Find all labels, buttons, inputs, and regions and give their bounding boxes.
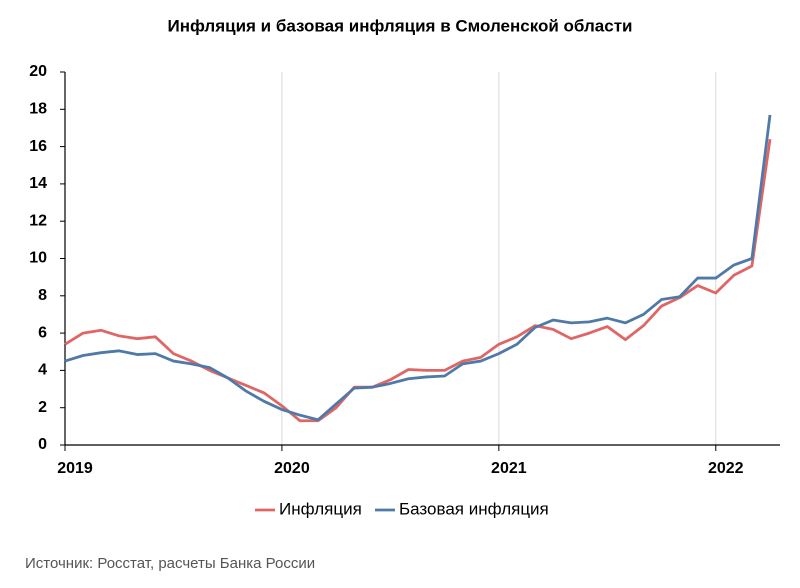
y-tick-label: 2 — [38, 399, 47, 416]
y-tick-label: 16 — [29, 138, 47, 155]
y-tick-label: 20 — [29, 63, 47, 80]
x-tick-label: 2021 — [491, 460, 527, 477]
y-tick-label: 12 — [29, 212, 47, 229]
x-tick-label: 2020 — [274, 460, 310, 477]
legend-label: Инфляция — [279, 499, 362, 518]
legend-label: Базовая инфляция — [399, 499, 549, 518]
y-tick-label: 10 — [29, 250, 47, 267]
chart-title: Инфляция и базовая инфляция в Смоленской… — [167, 16, 632, 35]
y-tick-label: 0 — [38, 436, 47, 453]
y-tick-label: 14 — [29, 175, 47, 192]
y-tick-label: 6 — [38, 324, 47, 341]
x-tick-label: 2022 — [708, 460, 744, 477]
y-tick-label: 8 — [38, 287, 47, 304]
series-line — [64, 138, 772, 423]
y-tick-label: 4 — [38, 362, 47, 379]
y-tick-label: 18 — [29, 101, 47, 118]
source: Источник: Росстат, расчеты Банка России — [25, 555, 315, 572]
x-tick-label: 2019 — [57, 460, 93, 477]
series-line — [64, 114, 772, 422]
